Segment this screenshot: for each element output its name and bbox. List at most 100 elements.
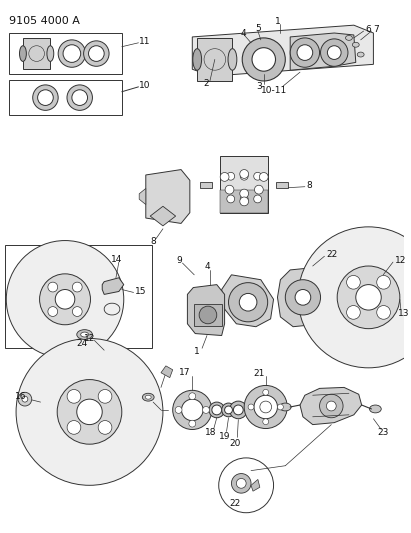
Circle shape [240, 197, 249, 206]
Circle shape [233, 405, 243, 415]
Circle shape [22, 396, 28, 402]
Circle shape [38, 90, 53, 106]
Ellipse shape [77, 329, 92, 340]
Circle shape [346, 305, 360, 319]
Circle shape [72, 306, 82, 317]
Bar [9, 80, 122, 115]
Circle shape [326, 401, 336, 411]
Polygon shape [187, 285, 224, 335]
Circle shape [227, 195, 235, 203]
Text: 18: 18 [205, 428, 217, 437]
Circle shape [240, 189, 249, 198]
Circle shape [220, 173, 229, 181]
Text: 9105 4000 A: 9105 4000 A [9, 17, 80, 26]
Circle shape [259, 173, 268, 181]
Circle shape [231, 473, 251, 493]
Text: 5: 5 [255, 23, 261, 33]
Text: 19: 19 [219, 432, 230, 441]
Circle shape [72, 90, 88, 106]
Polygon shape [220, 156, 268, 213]
Circle shape [57, 379, 122, 444]
Polygon shape [220, 190, 268, 213]
Circle shape [63, 45, 81, 62]
Text: 14: 14 [111, 255, 122, 264]
Circle shape [254, 195, 261, 203]
Circle shape [173, 390, 212, 430]
Circle shape [83, 41, 109, 66]
Circle shape [377, 305, 390, 319]
Text: 23: 23 [377, 428, 389, 437]
Text: 7: 7 [374, 25, 379, 34]
Circle shape [290, 38, 320, 67]
Circle shape [18, 392, 32, 406]
Circle shape [260, 401, 272, 413]
Ellipse shape [352, 42, 359, 47]
Circle shape [224, 406, 233, 414]
Polygon shape [139, 189, 146, 205]
Circle shape [242, 38, 285, 81]
Text: 2: 2 [203, 79, 209, 88]
Polygon shape [150, 206, 175, 226]
Polygon shape [161, 366, 173, 377]
Circle shape [48, 306, 58, 317]
Text: 24: 24 [76, 339, 87, 348]
Bar [197, 38, 233, 81]
Polygon shape [300, 387, 362, 425]
Circle shape [263, 390, 269, 395]
Circle shape [239, 294, 257, 311]
Circle shape [48, 282, 58, 292]
Text: 11: 11 [139, 37, 151, 46]
Ellipse shape [346, 36, 352, 41]
Circle shape [229, 282, 268, 322]
Circle shape [297, 45, 313, 60]
Text: 8: 8 [150, 237, 156, 246]
Circle shape [72, 282, 82, 292]
Circle shape [328, 46, 341, 60]
Text: 22: 22 [230, 499, 241, 508]
Circle shape [77, 399, 102, 425]
Circle shape [175, 407, 182, 414]
Bar [23, 38, 50, 69]
Circle shape [67, 390, 81, 403]
Ellipse shape [279, 403, 291, 411]
Circle shape [199, 306, 217, 324]
Circle shape [229, 401, 247, 419]
Circle shape [16, 338, 163, 486]
Circle shape [98, 421, 112, 434]
Circle shape [240, 195, 248, 203]
Ellipse shape [47, 46, 54, 61]
Text: 1: 1 [194, 346, 200, 356]
Circle shape [55, 289, 75, 309]
Text: 16: 16 [15, 392, 27, 401]
Circle shape [321, 39, 348, 66]
Text: 9: 9 [177, 256, 182, 265]
Text: 12: 12 [395, 256, 406, 265]
Text: 21: 21 [253, 369, 265, 378]
Text: 3: 3 [256, 83, 262, 91]
Polygon shape [102, 278, 124, 294]
Text: 8: 8 [307, 181, 313, 190]
Polygon shape [251, 479, 260, 491]
Circle shape [252, 47, 275, 71]
Circle shape [6, 240, 124, 358]
Circle shape [203, 407, 210, 414]
Ellipse shape [369, 405, 381, 413]
Text: 20: 20 [230, 439, 241, 448]
Ellipse shape [145, 395, 151, 399]
Circle shape [236, 479, 246, 488]
Circle shape [377, 276, 390, 289]
Text: 10-11: 10-11 [261, 86, 287, 95]
Polygon shape [290, 33, 356, 70]
Circle shape [227, 172, 235, 180]
Polygon shape [192, 25, 374, 76]
Text: 17: 17 [179, 368, 190, 377]
Circle shape [222, 403, 236, 417]
Polygon shape [222, 275, 274, 327]
Circle shape [39, 274, 90, 325]
Circle shape [320, 394, 343, 418]
Circle shape [254, 185, 263, 194]
Circle shape [189, 393, 196, 400]
Circle shape [33, 85, 58, 110]
Circle shape [244, 385, 287, 429]
Circle shape [219, 458, 274, 513]
